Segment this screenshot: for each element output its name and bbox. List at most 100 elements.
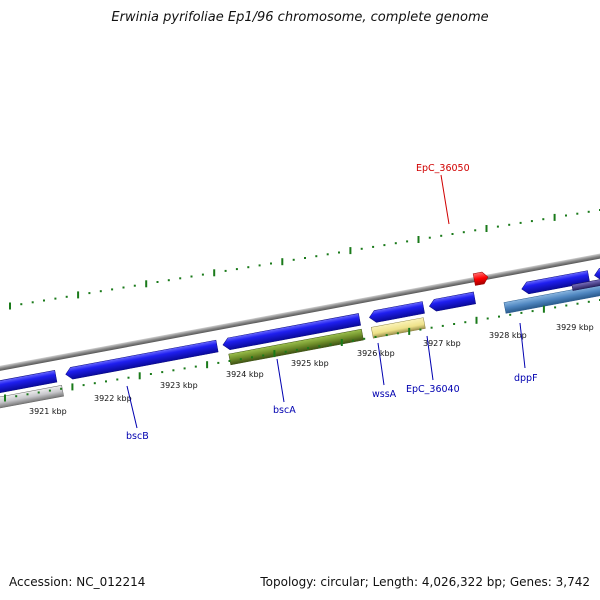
leader-EpC_36050: [440, 174, 450, 225]
scale-minor-tick: [262, 354, 265, 357]
tick-label-3927: 3927 kbp: [423, 339, 461, 348]
scale-minor-tick: [194, 365, 197, 368]
scale-minor-tick: [224, 269, 227, 272]
tick-label-3921: 3921 kbp: [29, 407, 67, 416]
scale-minor-tick: [48, 389, 51, 392]
scale-minor-tick: [217, 361, 220, 364]
scale-major-tick: [542, 305, 545, 313]
scale-minor-tick: [82, 384, 85, 387]
leader-EpC_36040: [426, 335, 434, 381]
leader-dppF: [519, 322, 526, 369]
tick-label-3928: 3928 kbp: [489, 331, 527, 340]
gene-label-bscA[interactable]: bscA: [273, 405, 296, 416]
gene-wssA-body[interactable]: [370, 317, 426, 339]
scale-labels: 3921 kbp 3922 kbp 3923 kbp 3924 kbp 3925…: [29, 323, 594, 416]
scale-minor-tick: [295, 348, 298, 351]
steel-gene[interactable]: [503, 272, 600, 314]
scale-minor-tick: [496, 225, 499, 228]
scale-minor-tick: [292, 258, 295, 261]
scale-minor-tick: [498, 315, 500, 318]
cds-arrow[interactable]: [222, 313, 361, 350]
scale-minor-tick: [201, 273, 204, 276]
scale-minor-tick: [60, 387, 63, 390]
scale-major-tick: [138, 372, 141, 380]
scale-minor-tick: [519, 221, 522, 224]
scale-minor-tick: [520, 311, 523, 314]
scale-minor-tick: [372, 245, 375, 248]
scale-minor-tick: [383, 244, 386, 247]
scale-minor-tick: [105, 380, 107, 383]
leader-bscB: [126, 385, 138, 429]
scale-minor-tick: [385, 334, 388, 337]
genome-stats-label: Topology: circular; Length: 4,026,322 bp…: [260, 575, 590, 589]
cds-arrow[interactable]: [593, 257, 600, 281]
gene-label-dppF[interactable]: dppF: [514, 373, 538, 384]
scale-minor-tick: [363, 337, 366, 340]
scale-major-tick: [553, 213, 556, 221]
cds-arrow[interactable]: [521, 270, 590, 295]
scale-minor-tick: [247, 266, 250, 269]
scale-major-tick: [71, 383, 74, 391]
scale-minor-tick: [576, 212, 579, 215]
purple-gene[interactable]: [571, 267, 600, 291]
accession-label: Accession: NC_012214: [9, 575, 146, 589]
scale-minor-tick: [15, 395, 18, 398]
scale-minor-tick: [20, 303, 23, 306]
scale-minor-tick: [428, 236, 431, 239]
forward-cds-track: [0, 257, 600, 401]
scale-minor-tick: [474, 229, 477, 232]
scale-minor-tick: [326, 253, 329, 256]
scale-minor-tick: [190, 275, 193, 278]
scale-minor-tick: [394, 242, 397, 245]
scale-minor-tick: [462, 231, 465, 234]
scale-minor-tick: [360, 247, 363, 250]
cds-arrow[interactable]: [428, 291, 476, 312]
scale-minor-tick: [99, 290, 102, 293]
tick-label-3923: 3923 kbp: [160, 381, 198, 390]
gene-labels: bscB bscA wssA EpC_36040 dppF EpC_36050: [126, 163, 538, 442]
scale-minor-tick: [149, 373, 152, 375]
tick-label-3925: 3925 kbp: [291, 359, 329, 368]
scale-minor-tick: [127, 376, 130, 379]
gene-label-EpC_36040[interactable]: EpC_36040: [406, 384, 460, 395]
scale-minor-tick: [161, 371, 164, 374]
scale-major-tick: [4, 394, 6, 402]
scale-minor-tick: [65, 295, 68, 298]
scale-minor-tick: [338, 251, 340, 254]
highlighted-gene-epc36050[interactable]: [472, 271, 489, 286]
scale-minor-tick: [396, 332, 399, 335]
scale-minor-tick: [587, 210, 590, 213]
leader-bscA: [276, 358, 285, 403]
scale-minor-tick: [116, 378, 119, 381]
scale-major-tick: [408, 327, 411, 335]
genome-title: Erwinia pyrifoliae Ep1/96 chromosome, co…: [111, 10, 489, 25]
scale-minor-tick: [565, 304, 568, 307]
scale-minor-tick: [554, 306, 557, 309]
scale-minor-tick: [270, 262, 272, 265]
scale-major-tick: [77, 291, 80, 299]
scale-major-tick: [206, 361, 209, 369]
cds-arrow[interactable]: [368, 301, 425, 324]
gene-label-EpC_36050[interactable]: EpC_36050: [416, 163, 470, 174]
scale-minor-tick: [43, 299, 45, 302]
scale-major-tick: [340, 339, 343, 346]
cds-arrow[interactable]: [65, 339, 219, 380]
scale-minor-tick: [453, 323, 456, 325]
tick-label-3929: 3929 kbp: [556, 323, 594, 332]
forward-strand-dotted-track: [9, 209, 600, 310]
scale-major-tick: [485, 225, 488, 232]
cds-arrow[interactable]: [0, 370, 58, 401]
scale-minor-tick: [406, 240, 409, 243]
scale-major-tick: [349, 247, 352, 255]
scale-major-tick: [281, 258, 284, 266]
scale-minor-tick: [587, 300, 590, 303]
scale-minor-tick: [508, 223, 511, 226]
scale-minor-tick: [318, 345, 321, 348]
gene-label-wssA[interactable]: wssA: [372, 389, 397, 400]
scale-minor-tick: [304, 257, 306, 259]
scale-minor-tick: [315, 255, 318, 258]
scale-minor-tick: [464, 321, 467, 324]
scale-minor-tick: [284, 350, 287, 353]
gene-label-bscB[interactable]: bscB: [126, 431, 149, 442]
